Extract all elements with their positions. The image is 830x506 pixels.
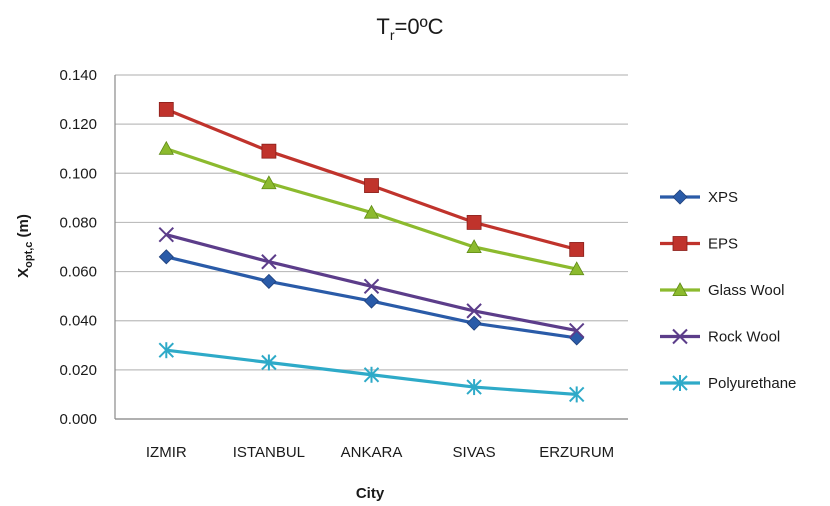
y-tick-label: 0.060 — [59, 264, 97, 281]
y-tick-label: 0.000 — [59, 411, 97, 428]
legend-label: XPS — [708, 189, 738, 206]
x-tick-label: IZMIR — [146, 444, 187, 461]
legend-marker — [672, 375, 688, 391]
chart-title-sub: r — [390, 27, 395, 43]
data-point-polyurethane — [158, 342, 175, 359]
y-tick-label: 0.040 — [59, 313, 97, 330]
chart-title-main: T — [376, 14, 389, 39]
data-point-polyurethane — [466, 379, 482, 396]
data-point-glass-wool — [158, 140, 174, 155]
data-point-rock-wool — [568, 322, 585, 339]
x-tick-label: ERZURUM — [539, 444, 614, 461]
data-point-glass-wool — [261, 175, 277, 190]
y-axis-title: Xopt,c (m) — [15, 214, 35, 278]
series-rock-wool — [158, 227, 585, 339]
gridlines — [114, 74, 628, 420]
data-point-xps — [363, 293, 380, 309]
series-polyurethane — [158, 342, 585, 403]
y-tick-labels: 0.000 0.020 0.040 0.060 0.080 0.100 0.120 0.140 — [59, 67, 97, 428]
legend-label: EPS — [708, 236, 738, 253]
y-tick-label: 0.100 — [59, 165, 97, 182]
data-point-glass-wool — [363, 204, 380, 219]
series-xps — [158, 249, 585, 346]
data-point-eps — [466, 215, 482, 230]
data-point-eps — [569, 242, 585, 257]
data-point-rock-wool — [466, 303, 482, 319]
data-point-xps — [569, 330, 585, 346]
y-tick-label: 0.080 — [59, 214, 97, 231]
legend-item-polyurethane: Polyurethane — [660, 375, 796, 392]
series-glass-wool — [158, 140, 585, 276]
data-point-xps — [466, 315, 482, 331]
legend-item-rock-wool: Rock Wool — [660, 329, 780, 346]
data-point-rock-wool — [363, 278, 380, 295]
y-axis-title-sub: opt,c — [23, 242, 35, 268]
data-point-rock-wool — [158, 227, 175, 243]
y-tick-label: 0.120 — [59, 116, 97, 133]
data-point-xps — [158, 249, 174, 265]
y-axis-title-rest: (m) — [15, 214, 32, 242]
legend-marker — [672, 189, 688, 205]
data-point-polyurethane — [261, 354, 277, 371]
series-line-rock-wool — [165, 233, 578, 333]
legend-label: Glass Wool — [708, 282, 784, 299]
y-tick-label: 0.140 — [59, 67, 97, 84]
x-tick-label: ISTANBUL — [233, 444, 305, 461]
legend: XPS EPS Glass Wool Rock Wool Polyurethane — [660, 189, 796, 392]
y-tick-label: 0.020 — [59, 362, 97, 379]
legend-item-glass-wool: Glass Wool — [660, 282, 784, 299]
data-point-glass-wool — [466, 239, 482, 254]
legend-item-eps: EPS — [660, 236, 738, 253]
data-point-eps — [261, 143, 277, 159]
x-tick-labels: IZMIR ISTANBUL ANKARA SIVAS ERZURUM — [146, 444, 614, 461]
legend-label: Rock Wool — [708, 329, 780, 346]
legend-item-xps: XPS — [660, 189, 738, 206]
legend-label: Polyurethane — [708, 375, 796, 392]
data-point-eps — [364, 178, 379, 193]
data-point-rock-wool — [261, 254, 277, 270]
legend-marker — [672, 282, 688, 297]
data-point-polyurethane — [568, 386, 585, 403]
data-point-polyurethane — [363, 366, 380, 383]
legend-marker — [672, 328, 688, 345]
series-eps — [158, 102, 585, 257]
data-point-xps — [261, 273, 277, 289]
data-point-eps — [158, 102, 174, 117]
series-layer — [158, 102, 585, 403]
x-tick-label: ANKARA — [341, 444, 403, 461]
legend-marker — [672, 236, 688, 251]
y-axis-title-main: X — [15, 268, 32, 278]
data-point-glass-wool — [569, 261, 585, 276]
chart-title-rest: =0ºC — [395, 14, 444, 39]
x-axis-title: City — [356, 485, 385, 502]
chart-title: Tr=0ºC — [376, 14, 443, 43]
x-tick-label: SIVAS — [453, 444, 496, 461]
